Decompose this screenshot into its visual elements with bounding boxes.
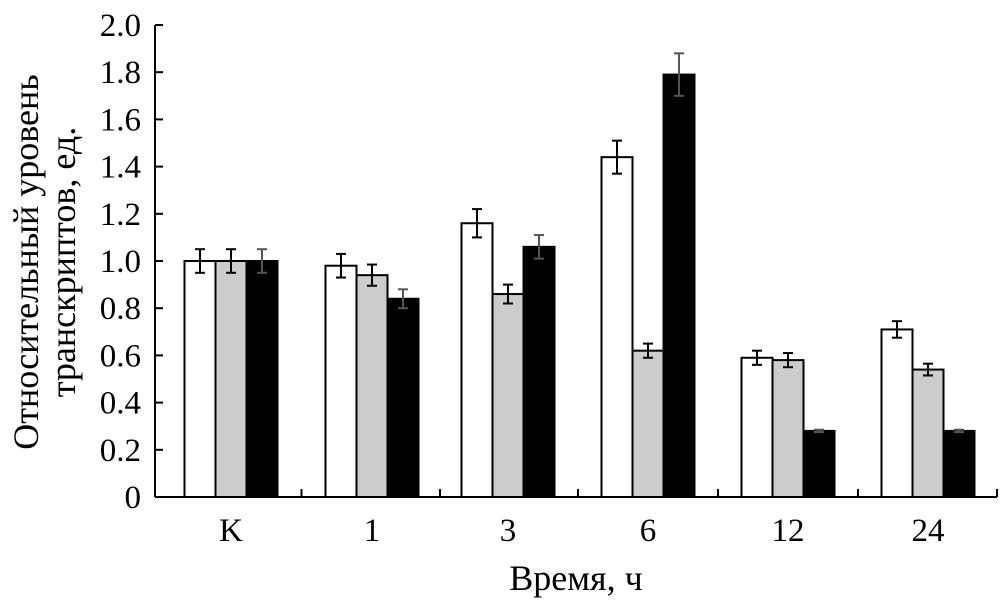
bar-3-series-2: [491, 293, 525, 499]
y-tick-label: 0.2: [100, 433, 141, 469]
x-tick-label-1: 1: [364, 513, 381, 549]
error-bar-K-series-2: [226, 248, 236, 274]
bar-1-series-2: [355, 274, 389, 498]
x-tick-label-3: 3: [500, 513, 517, 549]
bar-24-series-3: [942, 429, 976, 499]
bar-K-series-3: [245, 260, 279, 498]
y-tick-label: 2.0: [100, 8, 141, 44]
error-bar-3-series-2: [503, 283, 513, 305]
error-bar-12-series-1: [752, 349, 762, 366]
error-bar-6-series-1: [612, 139, 622, 175]
error-bar-K-series-3: [257, 248, 267, 274]
y-tick-label: 1.0: [100, 244, 141, 280]
bar-K-series-1: [183, 260, 217, 498]
y-ticks-layer: 0 0.2 0.4 0.6 0.8 1.0 1.2 1.4 1.6 1.8 2.0: [100, 8, 163, 516]
y-tick-label: 0.6: [100, 338, 141, 374]
bar-24-series-1: [880, 328, 914, 498]
y-tick-label: 1.6: [100, 102, 141, 138]
x-tick-label-24: 24: [912, 513, 945, 549]
error-bar-1-series-1: [336, 252, 346, 279]
bars-layer: [183, 73, 976, 499]
error-bar-6-series-2: [643, 342, 653, 359]
y-tick-label: 1.4: [100, 150, 141, 186]
y-tick-label: 1.8: [100, 55, 141, 91]
x-ticks-layer: K 1 3 6 12 24: [154, 489, 998, 549]
error-bar-24-series-2: [923, 362, 933, 377]
axes-layer: [154, 25, 997, 498]
x-tick-label-6: 6: [640, 513, 657, 549]
y-tick-label: 0.4: [100, 386, 141, 422]
bar-1-series-3: [386, 297, 420, 499]
bar-12-series-1: [740, 356, 774, 499]
x-tick-label-K: K: [219, 513, 243, 549]
y-tick-label: 1.2: [100, 197, 141, 233]
error-bar-6-series-3: [674, 52, 684, 97]
y-axis-title: Относительный уровень транскриптов, ед.: [6, 74, 83, 449]
error-bar-1-series-2: [367, 263, 377, 287]
error-bar-24-series-3: [954, 428, 964, 434]
y-tick-label: 0: [125, 480, 142, 516]
error-bars-layer: [195, 52, 964, 434]
bar-1-series-1: [324, 264, 358, 498]
error-bar-24-series-1: [892, 320, 902, 339]
bar-24-series-2: [911, 368, 945, 498]
bar-6-series-2: [631, 349, 665, 498]
bar-12-series-2: [771, 359, 805, 498]
bar-6-series-3: [662, 73, 696, 498]
error-bar-12-series-3: [814, 428, 824, 434]
x-tick-label-12: 12: [772, 513, 805, 549]
bar-3-series-3: [522, 245, 556, 498]
error-bar-12-series-2: [783, 352, 793, 369]
bar-K-series-2: [214, 260, 248, 498]
error-bar-K-series-1: [195, 248, 205, 274]
y-axis-title-line-2: транскриптов, ед.: [43, 127, 83, 398]
x-axis-title: Время, ч: [509, 558, 642, 598]
y-tick-label: 0.8: [100, 291, 141, 327]
bar-3-series-1: [460, 222, 494, 499]
error-bar-1-series-3: [398, 288, 408, 310]
bar-6-series-1: [600, 156, 634, 498]
bar-12-series-3: [802, 429, 836, 499]
error-bar-3-series-3: [534, 234, 544, 260]
y-axis-title-line-1: Относительный уровень: [6, 74, 46, 449]
error-bar-3-series-1: [472, 208, 482, 239]
